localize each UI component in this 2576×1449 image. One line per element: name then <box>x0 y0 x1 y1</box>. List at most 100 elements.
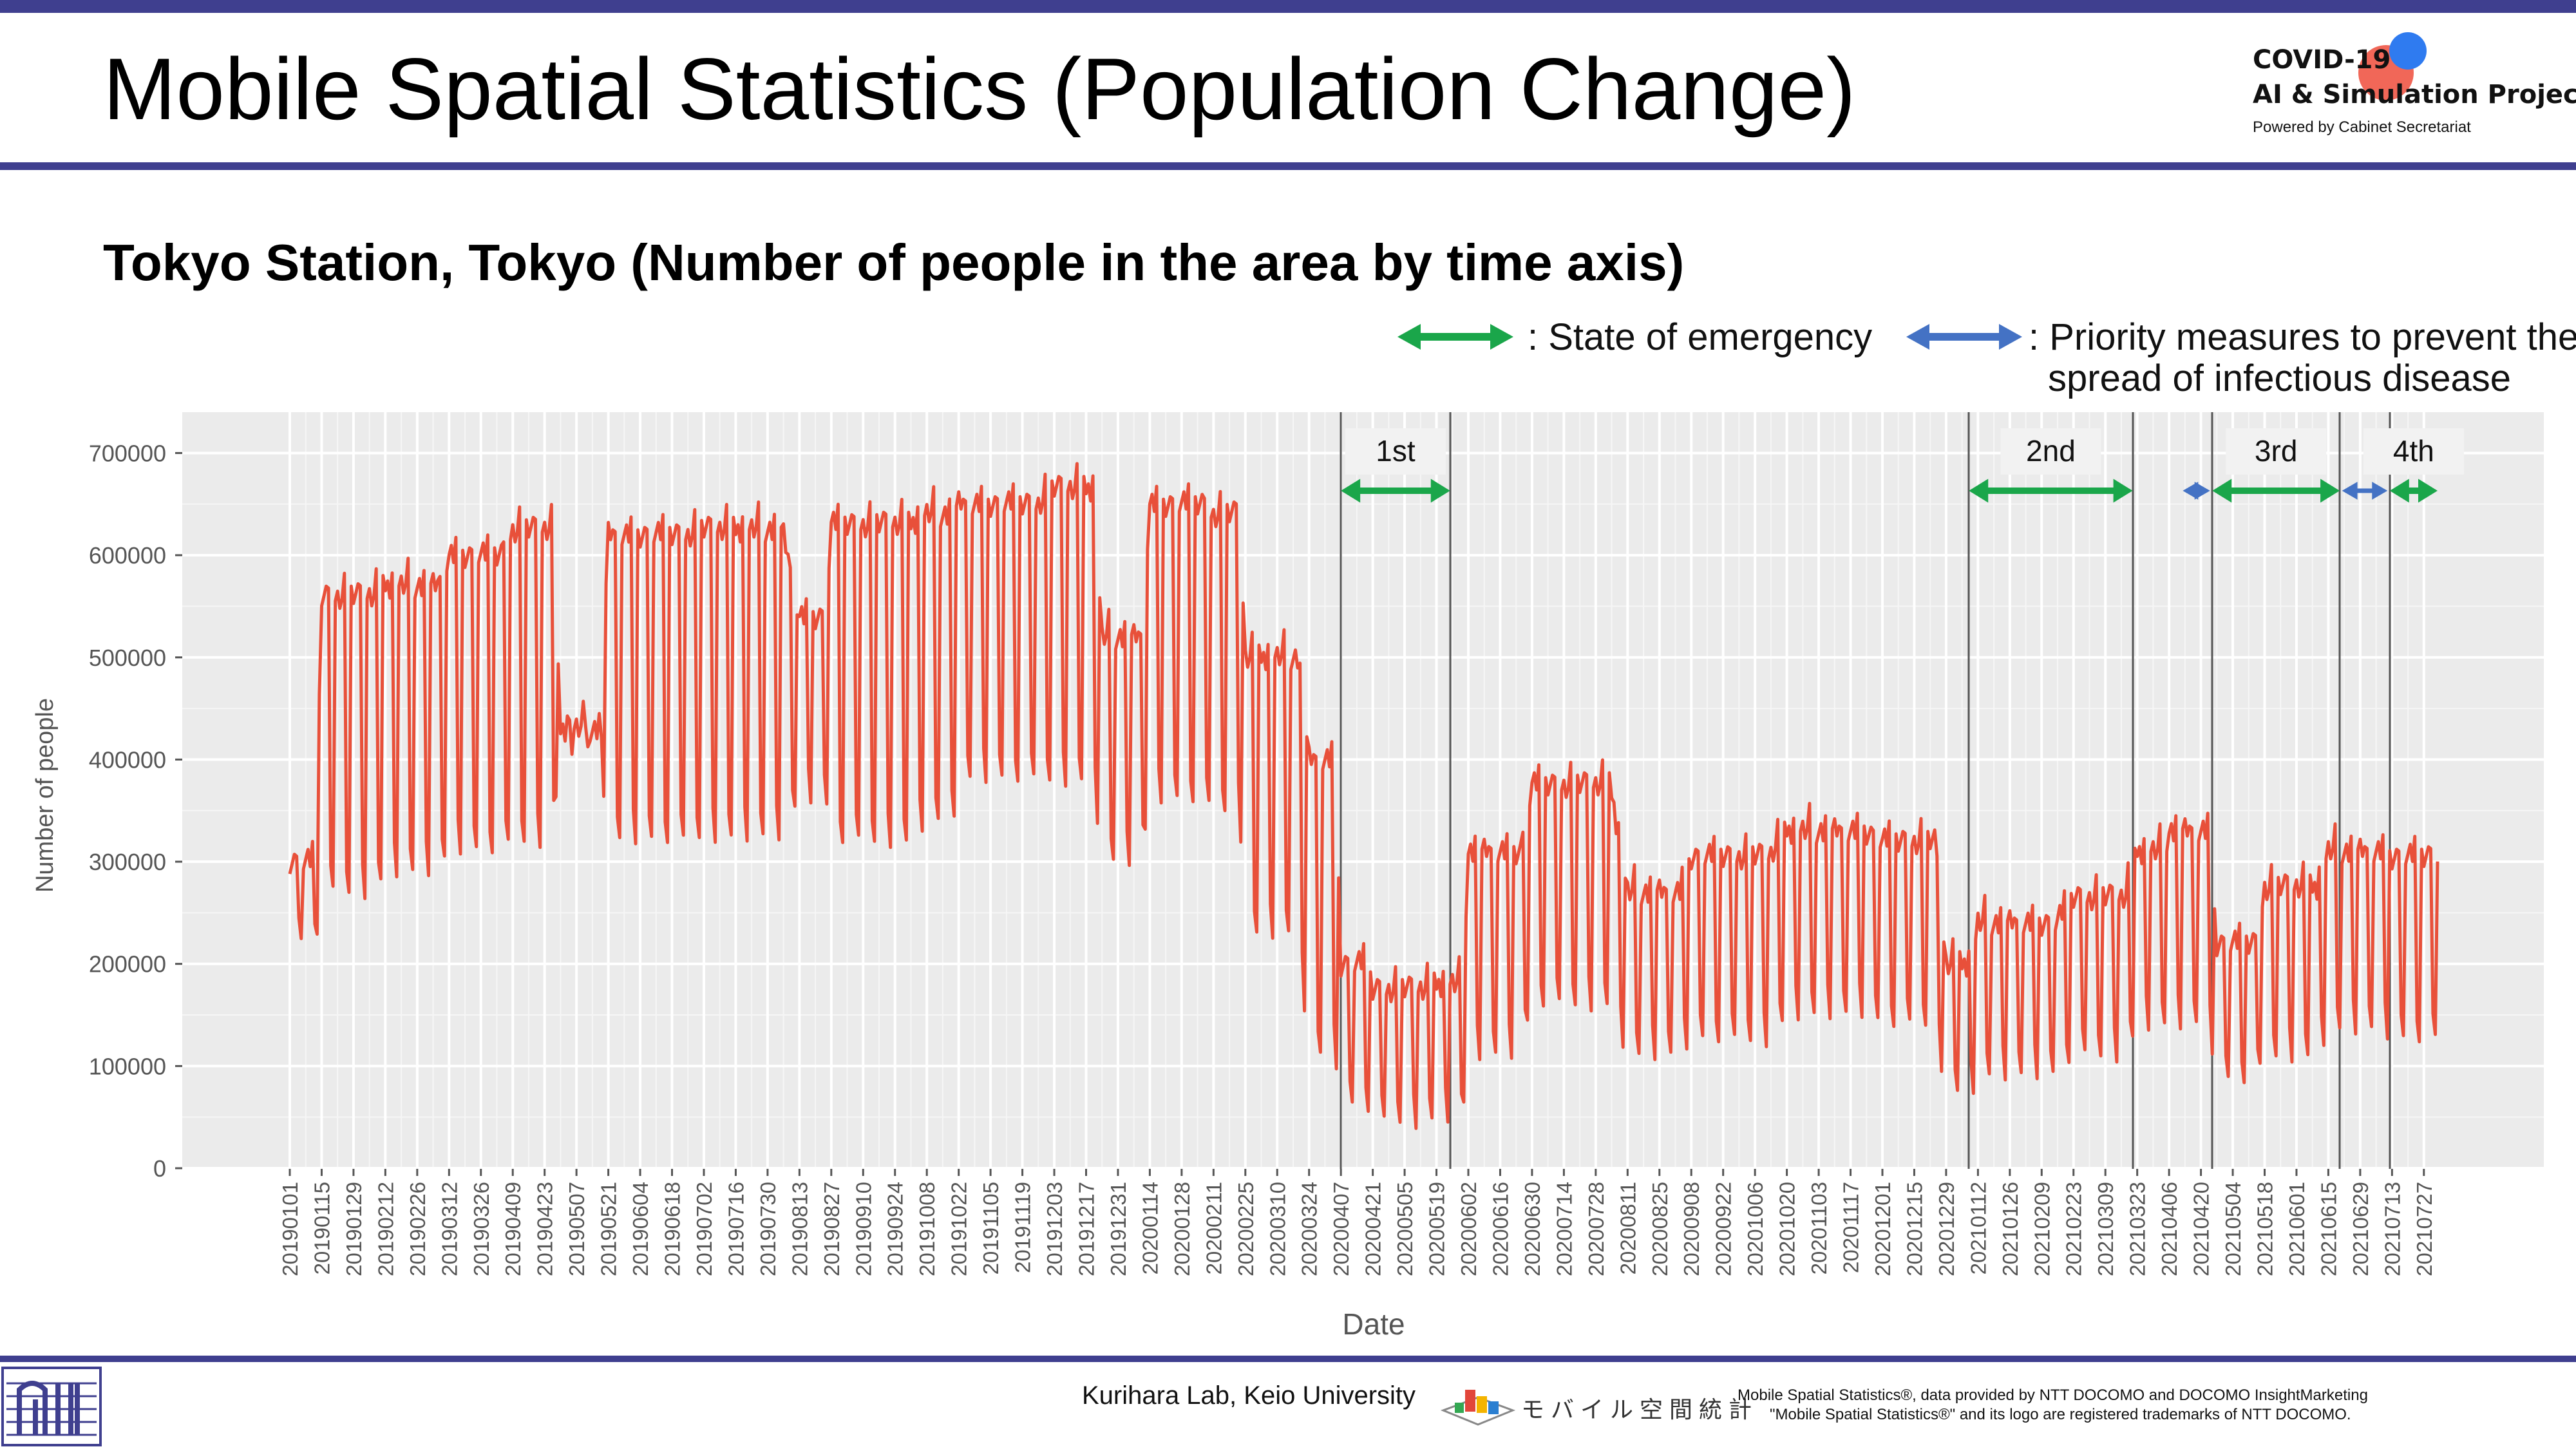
x-tick-label: 20210504 <box>2221 1182 2245 1276</box>
x-tick-label: 20200630 <box>1520 1182 1544 1276</box>
x-tick-label: 20210309 <box>2094 1182 2117 1276</box>
x-tick-label: 20191217 <box>1074 1182 1098 1276</box>
x-tick-label: 20190618 <box>661 1182 685 1276</box>
x-tick-label: 20190521 <box>597 1182 621 1276</box>
y-tick-label: 300000 <box>89 849 166 875</box>
x-tick-label: 20200616 <box>1488 1182 1512 1276</box>
x-tick-label: 20201229 <box>1935 1182 1958 1276</box>
x-tick-label: 20200128 <box>1170 1182 1194 1276</box>
x-tick-label: 20190226 <box>406 1182 430 1276</box>
footer-note-2: "Mobile Spatial Statistics®" and its log… <box>1770 1406 2351 1423</box>
x-tick-label: 20200602 <box>1457 1182 1481 1276</box>
y-tick-label: 700000 <box>89 440 166 466</box>
y-tick-label: 200000 <box>89 951 166 978</box>
x-tick-label: 20190423 <box>533 1182 557 1276</box>
legend-priority-arrow-icon <box>1906 324 2022 350</box>
x-tick-label: 20190730 <box>756 1182 780 1276</box>
lab-credit: Kurihara Lab, Keio University <box>1082 1381 1416 1410</box>
x-tick-label: 20210323 <box>2126 1182 2150 1276</box>
x-tick-label: 20200211 <box>1202 1182 1226 1274</box>
logo-line2: AI & Simulation Project <box>2253 80 2576 109</box>
x-tick-label: 20200922 <box>1712 1182 1736 1276</box>
period-label-box <box>1345 428 1446 475</box>
period-label: 4th <box>2393 434 2434 468</box>
x-tick-label: 20190312 <box>437 1182 461 1276</box>
x-tick-label: 20200407 <box>1329 1182 1353 1276</box>
x-tick-label: 20190910 <box>851 1182 875 1276</box>
population-line-chart: 1st 2nd 3rd 4th 0 100000 200000 300000 400000 50… <box>32 412 2544 1341</box>
x-tick-label: 20200114 <box>1138 1182 1162 1274</box>
x-tick-label: 20210223 <box>2062 1182 2086 1276</box>
series-line <box>288 462 2439 1130</box>
x-tick-label: 20190813 <box>788 1182 811 1276</box>
x-tick-label: 20201020 <box>1776 1182 1799 1276</box>
y-tick-label: 0 <box>153 1155 166 1182</box>
x-tick-label: 20190924 <box>884 1182 907 1276</box>
x-tick-label: 20190129 <box>342 1182 366 1276</box>
period-arrow-head <box>2418 478 2438 503</box>
mobile-spatial-statistics-logo-icon <box>1440 1390 1516 1426</box>
x-tick-label: 20191022 <box>947 1182 971 1276</box>
x-tick-label: 20210209 <box>2030 1182 2054 1276</box>
legend-priority-label-line2: spread of infectious disease <box>2048 357 2511 399</box>
y-tick-label: 600000 <box>89 542 166 569</box>
x-tick-label: 20200825 <box>1648 1182 1672 1276</box>
legend-priority-label-line1: : Priority measures to prevent the <box>2029 316 2576 358</box>
x-tick-label: 20201103 <box>1807 1182 1831 1274</box>
period-label: 2nd <box>2026 434 2076 468</box>
x-tick-label: 20191105 <box>979 1182 1003 1274</box>
x-tick-label: 20191119 <box>1011 1182 1035 1273</box>
covid-project-logo: COVID-19 AI & Simulation Project Powered… <box>2248 32 2576 148</box>
x-tick-label: 20190115 <box>310 1182 334 1274</box>
x-tick-label: 20200908 <box>1680 1182 1703 1276</box>
x-tick-label: 20190604 <box>629 1182 652 1276</box>
x-tick-label: 20200310 <box>1265 1182 1289 1276</box>
x-tick-label: 20190326 <box>469 1182 493 1276</box>
period-label: 1st <box>1376 434 1416 468</box>
x-tick-label: 20200225 <box>1234 1182 1258 1276</box>
period-arrow-head <box>2372 482 2388 500</box>
x-tick-label: 20210615 <box>2316 1182 2340 1276</box>
top-border <box>0 0 2576 13</box>
logo-line3: Powered by Cabinet Secretariat <box>2253 118 2471 136</box>
x-tick-label: 20210518 <box>2253 1182 2277 1276</box>
x-tick-label: 20200519 <box>1425 1182 1449 1276</box>
legend-emergency-arrow-icon <box>1397 324 1513 350</box>
period-label-box <box>2000 428 2101 475</box>
x-tick-label: 20200421 <box>1361 1182 1385 1276</box>
x-tick-label: 20210713 <box>2380 1182 2404 1276</box>
period-label-box <box>2363 428 2464 475</box>
x-tick-label: 20201006 <box>1743 1182 1767 1276</box>
y-tick-label: 100000 <box>89 1053 166 1079</box>
x-tick-label: 20191008 <box>915 1182 939 1276</box>
x-tick-label: 20200714 <box>1552 1182 1576 1276</box>
period-arrow-head <box>2183 482 2199 500</box>
y-axis-label: Number of people <box>32 698 59 893</box>
x-tick-label: 20190101 <box>278 1182 302 1276</box>
x-tick-label: 20210601 <box>2285 1182 2309 1276</box>
period-arrow-head <box>2194 482 2210 500</box>
x-tick-label: 20200324 <box>1298 1182 1321 1276</box>
period-label-box <box>2226 428 2327 475</box>
header-divider <box>0 162 2576 170</box>
keio-lab-logo-icon <box>1 1367 102 1446</box>
x-tick-label: 20190409 <box>501 1182 525 1276</box>
period-arrow-head <box>2342 482 2358 500</box>
y-tick-label: 500000 <box>89 645 166 671</box>
chart-subtitle: Tokyo Station, Tokyo (Number of people i… <box>103 234 1685 291</box>
footer-divider <box>0 1356 2576 1362</box>
x-tick-label: 20191231 <box>1106 1182 1130 1276</box>
mobile-logo-text: モバイル空間統計 <box>1521 1396 1759 1423</box>
x-tick-label: 20201215 <box>1902 1182 1926 1276</box>
period-label: 3rd <box>2255 434 2297 468</box>
period-arrow-head <box>1341 478 1361 503</box>
legend-emergency-label: : State of emergency <box>1528 316 1873 358</box>
x-tick-label: 20200811 <box>1616 1182 1640 1274</box>
period-arrow-head <box>1430 478 1450 503</box>
x-tick-label: 20200505 <box>1393 1182 1417 1276</box>
period-arrow-head <box>1969 478 1989 503</box>
x-tick-label: 20190702 <box>692 1182 716 1276</box>
x-tick-label: 20210406 <box>2157 1182 2181 1276</box>
x-tick-label: 20190827 <box>820 1182 844 1276</box>
footer-note-1: Mobile Spatial Statistics®, data provide… <box>1738 1387 2368 1404</box>
